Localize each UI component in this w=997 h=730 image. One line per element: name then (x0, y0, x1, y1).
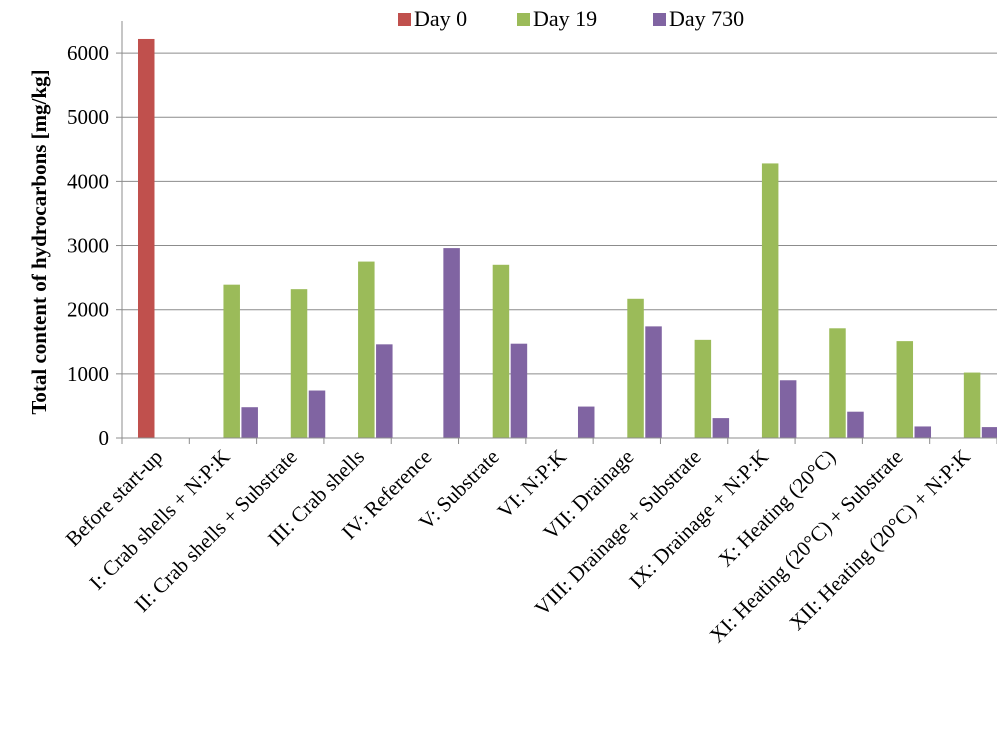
y-tick-label: 3000 (67, 234, 109, 258)
bar (694, 339, 712, 438)
bar (223, 284, 240, 438)
y-tick-label: 5000 (67, 105, 109, 129)
y-tick-label: 2000 (67, 298, 109, 322)
bars (137, 38, 997, 439)
bar (645, 326, 662, 438)
bar (779, 380, 797, 438)
y-tick-label: 4000 (67, 169, 109, 193)
legend-label: Day 0 (414, 6, 467, 31)
bar (829, 328, 846, 438)
x-tick-label: X: Heating (20°C) (713, 445, 840, 572)
legend-swatch (398, 13, 411, 26)
bar (290, 289, 308, 438)
x-tick-labels: Before start-upI: Crab shells + N:P:KII:… (61, 445, 975, 648)
bar (896, 341, 914, 438)
legend-swatch (517, 13, 530, 26)
legend: Day 0 Day 19 Day 730 (398, 6, 744, 31)
bar (761, 163, 779, 438)
bar (137, 38, 155, 439)
y-axis-label: Total content of hydrocarbons [mg/kg] (27, 69, 51, 414)
bar (510, 343, 528, 438)
bar (241, 407, 258, 438)
bar (981, 427, 997, 438)
y-tick-label: 0 (99, 426, 110, 450)
bar (443, 248, 460, 438)
legend-swatch (653, 13, 666, 26)
bar (492, 264, 510, 438)
legend-label: Day 730 (669, 6, 744, 31)
bar (577, 406, 595, 438)
bar (308, 390, 326, 438)
y-tick-label: 1000 (67, 362, 109, 386)
bar (376, 344, 393, 438)
bar (358, 261, 375, 438)
y-tick-labels: 0 1000 2000 3000 4000 5000 6000 (67, 41, 109, 450)
bar (712, 418, 730, 438)
y-tick-label: 6000 (67, 41, 109, 65)
bar (627, 298, 644, 438)
legend-label: Day 19 (533, 6, 597, 31)
bar (847, 411, 864, 438)
bar (914, 426, 932, 438)
bar (963, 372, 981, 438)
axes (116, 21, 997, 444)
gridlines (122, 52, 997, 375)
